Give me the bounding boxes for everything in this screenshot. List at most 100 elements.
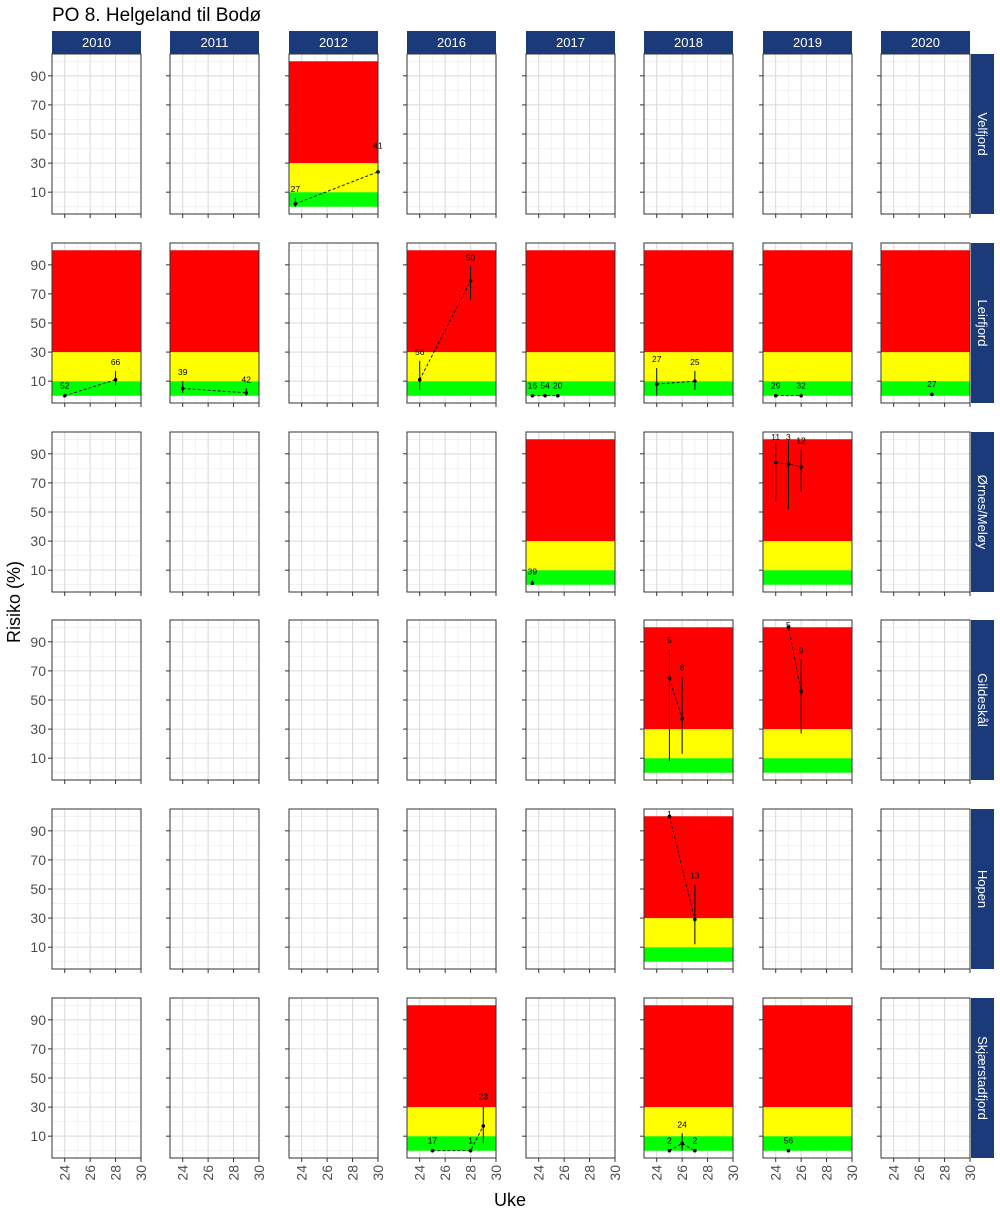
risk-zone-red (763, 250, 852, 353)
x-axis-ticks (775, 592, 853, 596)
data-point-label: 1 (667, 809, 672, 819)
risk-zone-red (644, 1005, 733, 1108)
data-point-label: 5 (667, 635, 672, 645)
data-point-label: 1 (468, 1135, 473, 1145)
data-point-label: 5 (786, 620, 791, 630)
row-strip-bg (971, 432, 994, 592)
data-point-label: 52 (60, 380, 70, 390)
y-tick-label: 50 (30, 315, 46, 331)
data-point (430, 1148, 435, 1153)
data-point-group: 50 (466, 252, 476, 300)
data-point-group: 5 (786, 620, 791, 631)
x-axis-ticks (893, 214, 971, 218)
y-axis-ticks (640, 641, 644, 759)
y-tick-label: 50 (30, 1070, 46, 1086)
data-point (530, 393, 535, 398)
x-axis-ticks (893, 780, 971, 784)
data-point-label: 56 (784, 1135, 794, 1145)
y-tick-label: 30 (30, 533, 46, 549)
data-point-group: 27 (927, 379, 937, 397)
data-point (799, 393, 803, 398)
risk-zone-green (644, 947, 733, 962)
data-point-group: 1 (468, 1135, 473, 1153)
x-tick-label: 26 (911, 1165, 927, 1181)
data-point-group: 20 (553, 380, 563, 398)
x-axis-ticks: 24 26 28 30 (175, 1158, 267, 1181)
data-point (799, 689, 803, 694)
data-point-group: 42 (242, 374, 251, 396)
x-axis-ticks: 24 26 28 30 (886, 1158, 978, 1181)
panel-gildeskal-2018: 58 (643, 619, 734, 781)
data-point-group: 27 (291, 184, 300, 207)
row-strip-bg (971, 243, 994, 403)
risk-zone-green (763, 570, 852, 585)
chart-title: PO 8. Helgeland til Bodø (52, 5, 262, 26)
y-tick-label: 70 (30, 852, 46, 868)
data-point (693, 379, 697, 383)
column-strip-label: 2011 (201, 35, 229, 50)
panel-gildeskal-2011 (169, 619, 260, 781)
risk-zone-green (644, 1136, 733, 1151)
y-axis-ticks (166, 641, 170, 759)
row-strip-leirfjord: Leirfjord (971, 243, 994, 403)
column-strip-2018: 2018 (644, 31, 733, 54)
panel-ornes-meloy-2010 (51, 431, 142, 593)
x-axis-ticks (538, 780, 616, 784)
x-axis-ticks (182, 403, 260, 407)
panel-skjaerstadfjord-2019: 56 (762, 997, 853, 1159)
y-axis-ticks (640, 1019, 644, 1137)
y-axis-ticks (522, 830, 526, 948)
column-strip-bg (881, 31, 970, 54)
risk-zone-yellow (644, 729, 733, 759)
risk-zone-red (407, 1005, 496, 1108)
data-point-label: 66 (111, 357, 121, 367)
column-strip-label: 2016 (437, 35, 466, 50)
y-axis-ticks (166, 453, 170, 571)
risk-zone-green (289, 192, 378, 207)
y-axis-ticks (166, 264, 170, 382)
data-point-label: 50 (466, 252, 476, 262)
x-axis-ticks (182, 969, 260, 973)
x-axis-ticks: 24 26 28 30 (531, 1158, 623, 1181)
data-point-label: 39 (178, 367, 188, 377)
column-strip-label: 2017 (556, 35, 585, 50)
y-axis-ticks (285, 1019, 289, 1137)
risk-zone-red (52, 250, 141, 353)
risk-zone-green (644, 381, 733, 396)
data-point-group: 54 (540, 380, 550, 398)
data-point-label: 25 (690, 357, 700, 367)
row-strip-bg (971, 998, 994, 1158)
y-axis-ticks (166, 830, 170, 948)
x-tick-label: 24 (294, 1165, 310, 1181)
data-point-label: 2 (667, 1135, 672, 1145)
y-axis-ticks (877, 264, 881, 382)
risk-zone-red (526, 439, 615, 542)
risk-zone-yellow (289, 163, 378, 193)
data-point (667, 1148, 672, 1153)
x-tick-label: 24 (768, 1165, 784, 1181)
panel-hopen-2020 (880, 808, 971, 970)
x-tick-label: 24 (412, 1165, 428, 1181)
risk-zone-red (644, 816, 733, 919)
data-point-label: 56 (415, 347, 425, 357)
x-tick-label: 24 (531, 1165, 547, 1181)
y-axis-ticks (285, 264, 289, 382)
row-strips: Velfjord Leirfjord Ørnes/Meløy Gildeskål Hop… (971, 54, 994, 1158)
data-point (667, 676, 672, 680)
x-axis-ticks (893, 592, 971, 596)
column-strip-2010: 2010 (52, 31, 141, 54)
data-point (786, 625, 791, 630)
y-tick-label: 30 (30, 344, 46, 360)
data-point-label: 2 (692, 1135, 697, 1145)
risk-zone-green (763, 381, 852, 396)
data-point-group: 3 (786, 432, 791, 510)
row-strip-label: Hopen (975, 870, 990, 908)
y-tick-label: 50 (30, 692, 46, 708)
x-axis-ticks (301, 403, 379, 407)
y-axis-ticks: 10 30 50 70 90 (30, 1012, 52, 1144)
column-strip-2019: 2019 (763, 31, 852, 54)
y-tick-label: 10 (30, 1128, 46, 1144)
panel-velfjord-2020 (880, 53, 971, 215)
panel-hopen-2017 (525, 808, 616, 970)
panel-grid (406, 432, 497, 592)
